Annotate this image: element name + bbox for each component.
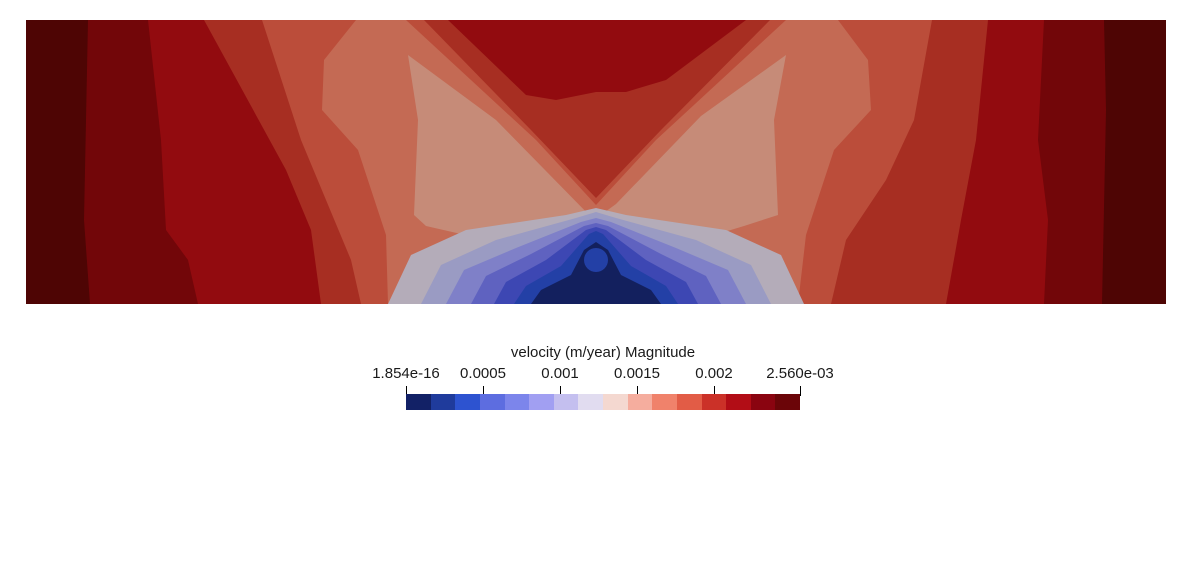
colorbar-legend: velocity (m/year) Magnitude 1.854e-16 0.…	[360, 340, 840, 420]
colorbar-tick-label: 0.002	[695, 365, 733, 382]
colorbar-swatch	[603, 394, 628, 410]
colorbar-tick-label: 0.0015	[614, 365, 660, 382]
field-band-top-wedge-inner	[448, 20, 746, 100]
colorbar-swatch	[430, 394, 456, 410]
colorbar-swatch	[455, 394, 480, 410]
colorbar-swatch	[627, 394, 653, 410]
colorbar-tick-mark	[406, 386, 407, 396]
colorbar-tick-label: 0.0005	[460, 365, 506, 382]
colorbar-tick-label: 0.001	[541, 365, 579, 382]
colorbar-title: velocity (m/year) Magnitude	[510, 344, 696, 361]
colorbar-gradient	[406, 394, 800, 410]
colorbar-swatch	[553, 394, 579, 410]
colorbar-swatch	[504, 394, 530, 410]
colorbar-tick-mark	[560, 386, 561, 396]
colorbar-swatch	[726, 394, 751, 410]
colorbar-tick-label: 1.854e-16	[372, 365, 440, 382]
colorbar-swatch	[652, 394, 677, 410]
field-plume-core	[531, 242, 661, 304]
field-plume-core-blob	[584, 248, 608, 272]
colorbar-swatch	[529, 394, 554, 410]
colorbar-tick-mark	[483, 386, 484, 396]
field-band-7	[408, 55, 786, 242]
colorbar-tick-mark	[800, 386, 801, 396]
colorbar-swatch	[406, 394, 431, 410]
colorbar-swatch	[578, 394, 603, 410]
velocity-magnitude-field	[26, 20, 1166, 304]
colorbar-swatch	[479, 394, 505, 410]
colorbar-swatch	[701, 394, 727, 410]
colorbar-tick-mark	[714, 386, 715, 396]
colorbar-swatch	[676, 394, 702, 410]
colorbar-swatch	[750, 394, 776, 410]
colorbar-tick-label: 2.560e-03	[766, 365, 834, 382]
colorbar-swatch	[775, 394, 800, 410]
colorbar-tick-mark	[637, 386, 638, 396]
